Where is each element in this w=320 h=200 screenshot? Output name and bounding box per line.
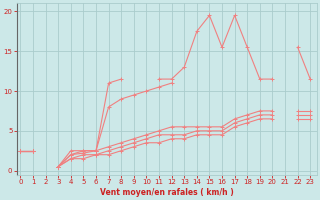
X-axis label: Vent moyen/en rafales ( km/h ): Vent moyen/en rafales ( km/h ) <box>100 188 234 197</box>
